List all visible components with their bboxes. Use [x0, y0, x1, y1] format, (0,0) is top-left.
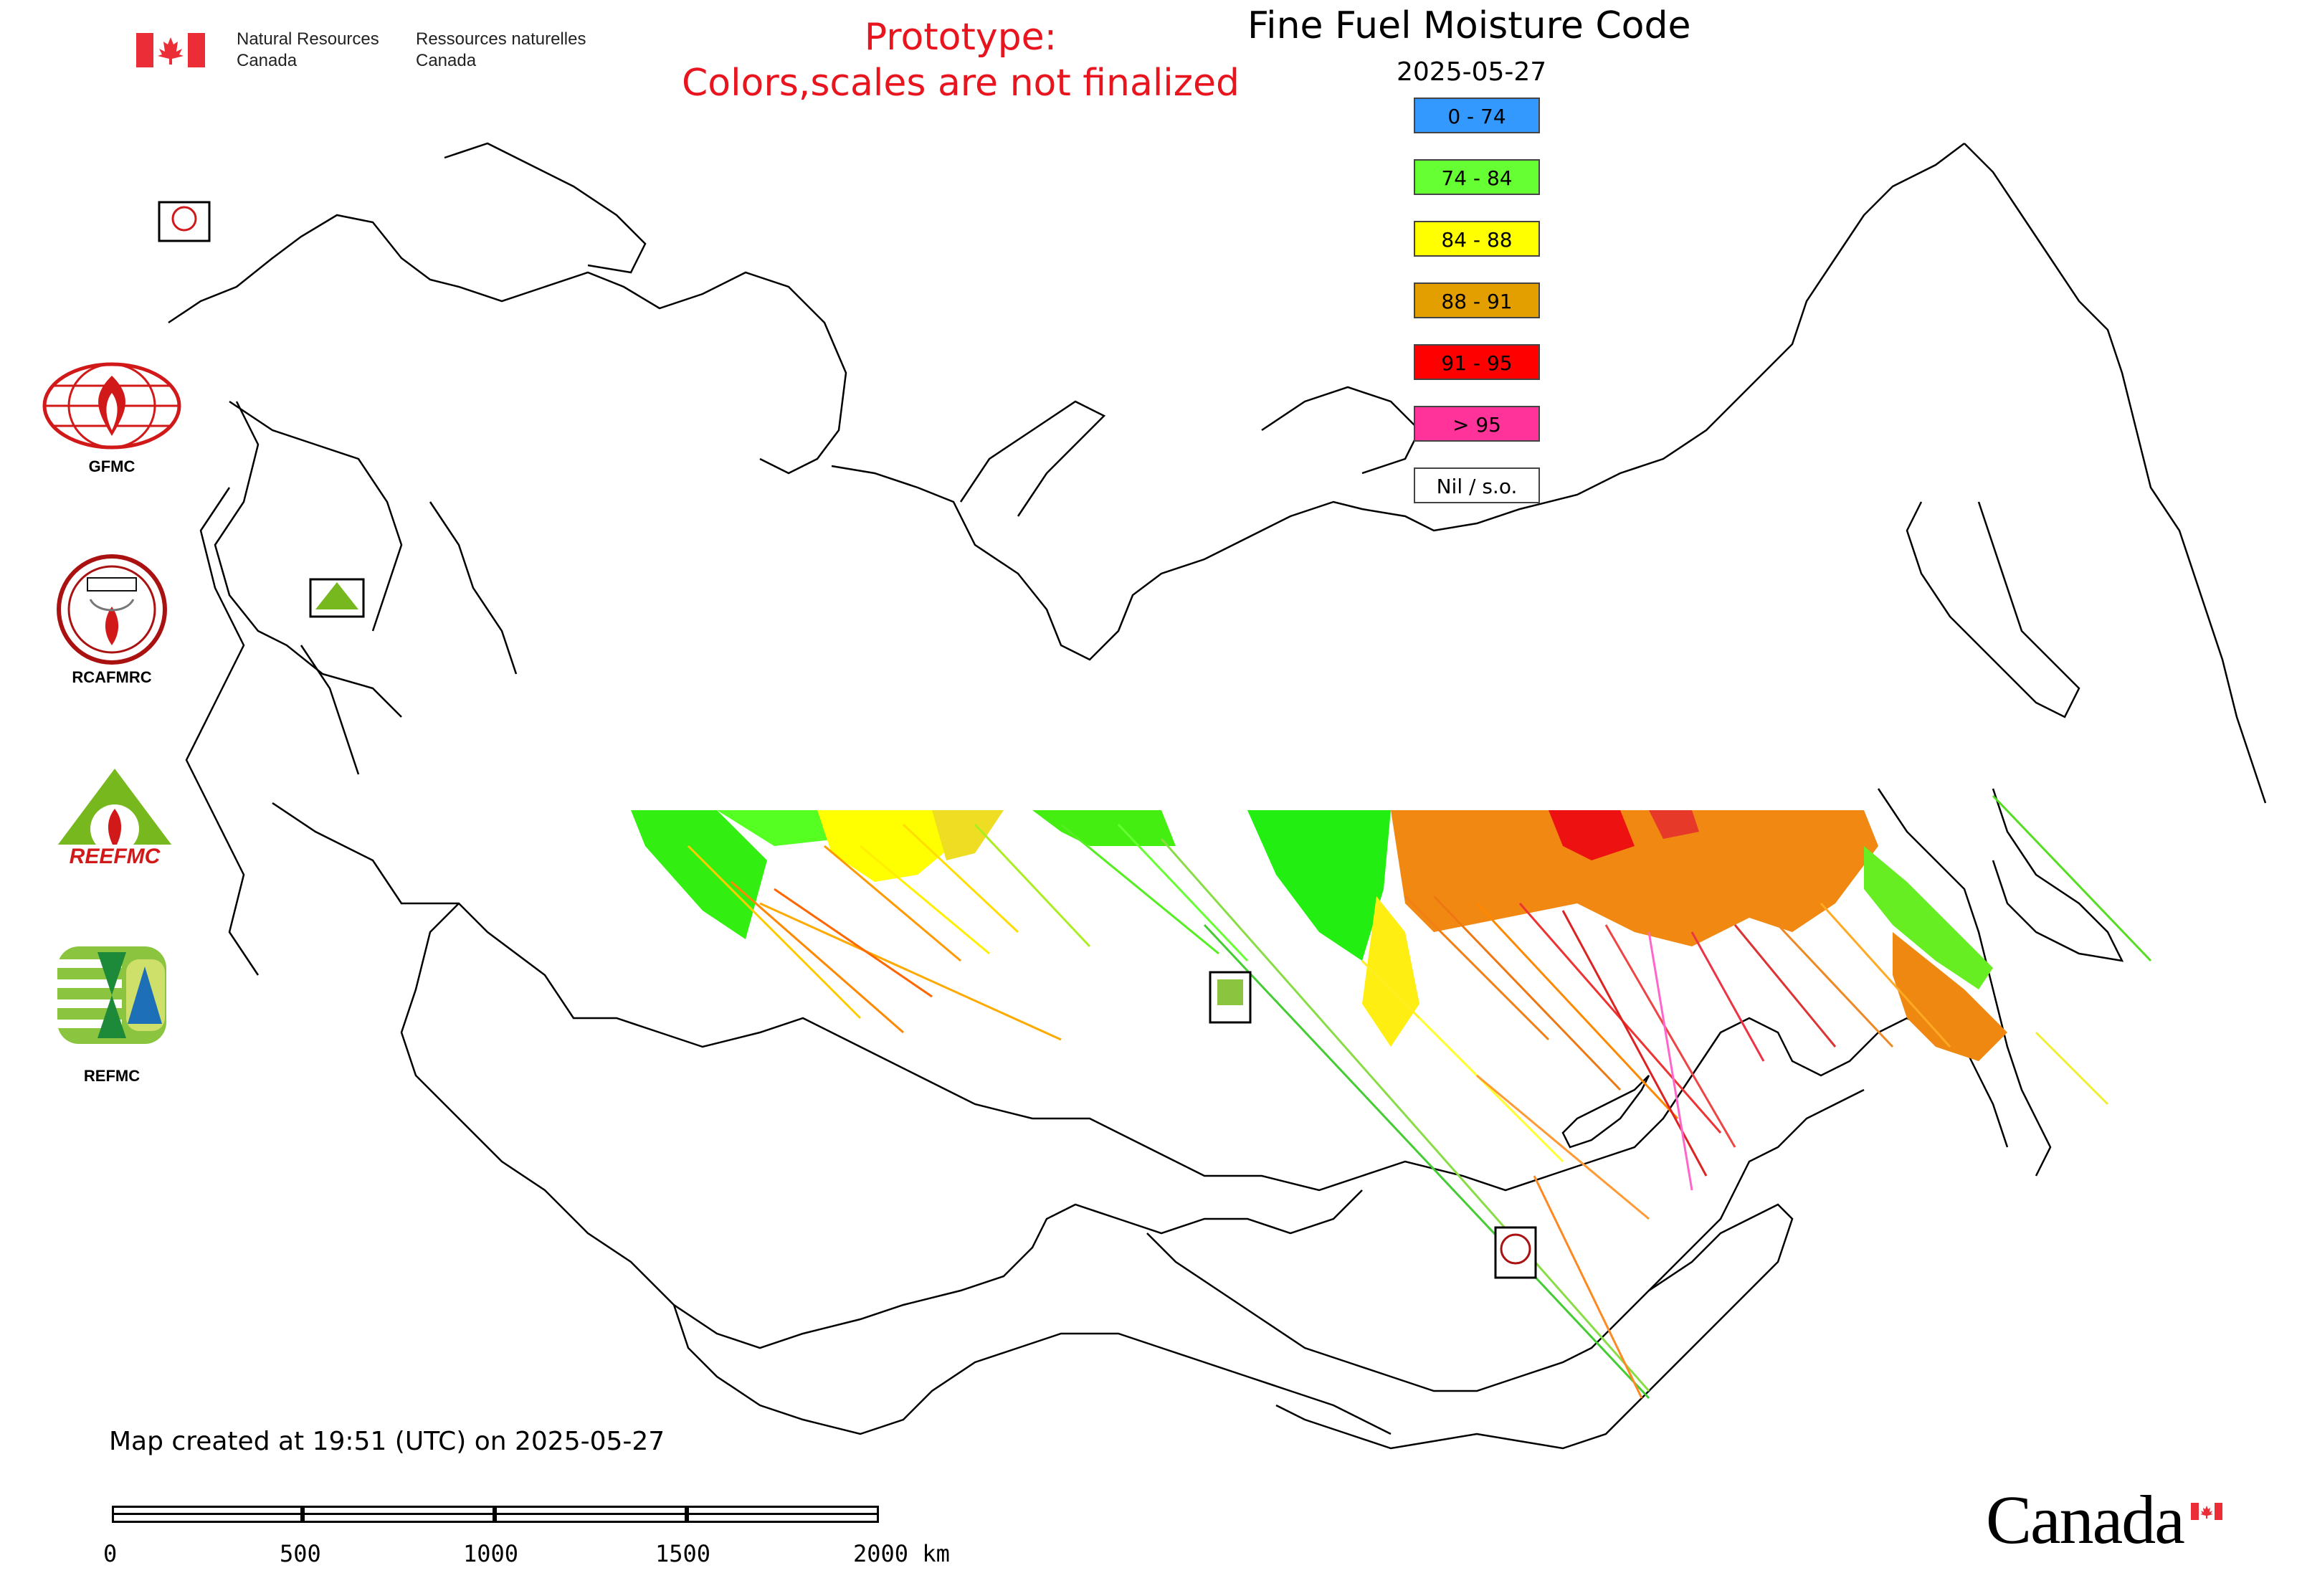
prototype-warning: Prototype: Colors,scales are not finaliz…	[674, 14, 1247, 106]
sakhalin	[1992, 788, 2124, 962]
legend-label-4: 91 - 95	[1441, 351, 1513, 375]
marker-gfmc	[158, 201, 211, 242]
legend-label-5: > 95	[1452, 413, 1501, 437]
legend-label-6: Nil / s.o.	[1436, 475, 1518, 498]
legend-item-3: 88 - 91	[1414, 282, 1540, 318]
gfmc-label: GFMC	[88, 457, 135, 475]
baltic-outline	[214, 401, 402, 718]
kamchatka	[1906, 501, 2080, 718]
canada-flag-icon	[136, 33, 205, 67]
scale-bar	[112, 1506, 886, 1524]
logo-gfmc: GFMC	[40, 361, 184, 483]
legend-item-1: 74 - 84	[1414, 159, 1540, 195]
mongolia-border	[1146, 1203, 1794, 1450]
rcafmrc-seal-icon	[57, 554, 167, 665]
scandinavia-outline	[168, 214, 847, 475]
refmc-label: REFMC	[83, 1067, 141, 1085]
legend-item-0: 0 - 74	[1414, 98, 1540, 133]
far-east-coast	[1964, 143, 2267, 804]
marker-gfmc-icon	[171, 206, 197, 232]
kazakhstan-border	[400, 903, 1363, 1349]
raster-east-yellow	[1362, 896, 1419, 1047]
raster-west-green2	[717, 810, 839, 846]
legend-item-4: 91 - 95	[1414, 344, 1540, 380]
legend-item-6: Nil / s.o.	[1414, 467, 1540, 503]
scale-tick-2: 1000	[463, 1540, 519, 1567]
raster-east-red	[1549, 810, 1635, 860]
refmc-emblem-icon	[57, 946, 166, 1044]
okhotsk-coast	[1877, 788, 2052, 1177]
raster-east-green-far	[1864, 846, 1993, 989]
legend-item-2: 84 - 88	[1414, 221, 1540, 257]
map-date: 2025-05-27	[1397, 57, 1547, 87]
reefmc-triangle-icon	[39, 769, 191, 866]
marker-rcafmrc-icon	[1500, 1233, 1531, 1265]
logo-rcafmrc: RCAFMRC	[40, 549, 184, 693]
raster-east-orange	[1391, 810, 1878, 946]
canada-wordmark-text: Canada	[1986, 1481, 2185, 1558]
raster-west-yellow2	[932, 810, 1004, 860]
map-markers	[158, 201, 1537, 1279]
legend-label-1: 74 - 84	[1441, 166, 1513, 190]
logo-refmc: REFMC	[40, 938, 184, 1085]
gfmc-globe-icon	[42, 362, 181, 450]
arctic-coast	[831, 143, 1965, 661]
taymyr	[1261, 386, 1421, 475]
gov-identity: Natural Resources Canada Ressources natu…	[136, 29, 609, 72]
reefmc-wordmark: REEFMC	[69, 845, 161, 868]
europe-west-outline	[185, 487, 260, 976]
legend-label-2: 84 - 88	[1441, 228, 1513, 252]
raster-east-streaks	[1361, 794, 2152, 1399]
scale-tick-4: 2000 km	[853, 1540, 950, 1567]
marker-refmc-icon	[1217, 979, 1243, 1005]
lake-baikal	[1561, 1075, 1650, 1149]
scale-midline	[112, 1513, 879, 1515]
prototype-line1: Prototype:	[864, 16, 1057, 59]
dept-en-line1: Natural Resources	[237, 29, 379, 49]
canada-wordmark-flag-icon	[2191, 1503, 2222, 1520]
kola-outline	[444, 142, 647, 274]
scale-tick-0: 0	[103, 1540, 118, 1567]
central-asia-border	[672, 1304, 1392, 1435]
map-title: Fine Fuel Moisture Code	[1247, 4, 1691, 47]
raster-west-streaks	[687, 823, 1650, 1400]
legend-item-5: > 95	[1414, 406, 1540, 442]
raster-west-yellow	[817, 810, 961, 882]
novaya-zemlya	[959, 400, 1106, 517]
legend-label-0: 0 - 74	[1447, 105, 1506, 128]
rcafmrc-label: RCAFMRC	[72, 668, 152, 686]
created-timestamp: Map created at 19:51 (UTC) on 2025-05-27	[109, 1427, 665, 1456]
marker-reefmc-icon	[315, 582, 358, 609]
map-marker-icons	[171, 206, 1531, 1265]
china-border	[1648, 1088, 1865, 1291]
canada-wordmark: Canada	[1986, 1480, 2244, 1566]
raster-west-green	[631, 810, 767, 939]
raster-east-orange2	[1893, 932, 2007, 1061]
dept-fr-line1: Ressources naturelles	[416, 29, 586, 49]
legend: 0 - 74 74 - 84 84 - 88 88 - 91 91 - 95 >…	[1414, 98, 1543, 513]
ffmc-raster	[631, 794, 2152, 1400]
scale-tick-1: 500	[280, 1540, 321, 1567]
dept-fr-line2: Canada	[416, 51, 477, 70]
logo-reefmc: REEFMC	[36, 764, 194, 879]
scale-tick-3: 1500	[655, 1540, 711, 1567]
raster-east-green	[1247, 810, 1391, 961]
country-borders	[168, 142, 2267, 1450]
russia-south-border	[272, 802, 2009, 1192]
europe-inner-borders	[229, 400, 518, 775]
dept-en-line2: Canada	[237, 51, 298, 70]
legend-label-3: 88 - 91	[1441, 290, 1513, 313]
raster-west-green3	[1032, 810, 1176, 846]
raster-east-red2	[1649, 810, 1699, 839]
prototype-line2: Colors,scales are not finalized	[681, 62, 1240, 105]
